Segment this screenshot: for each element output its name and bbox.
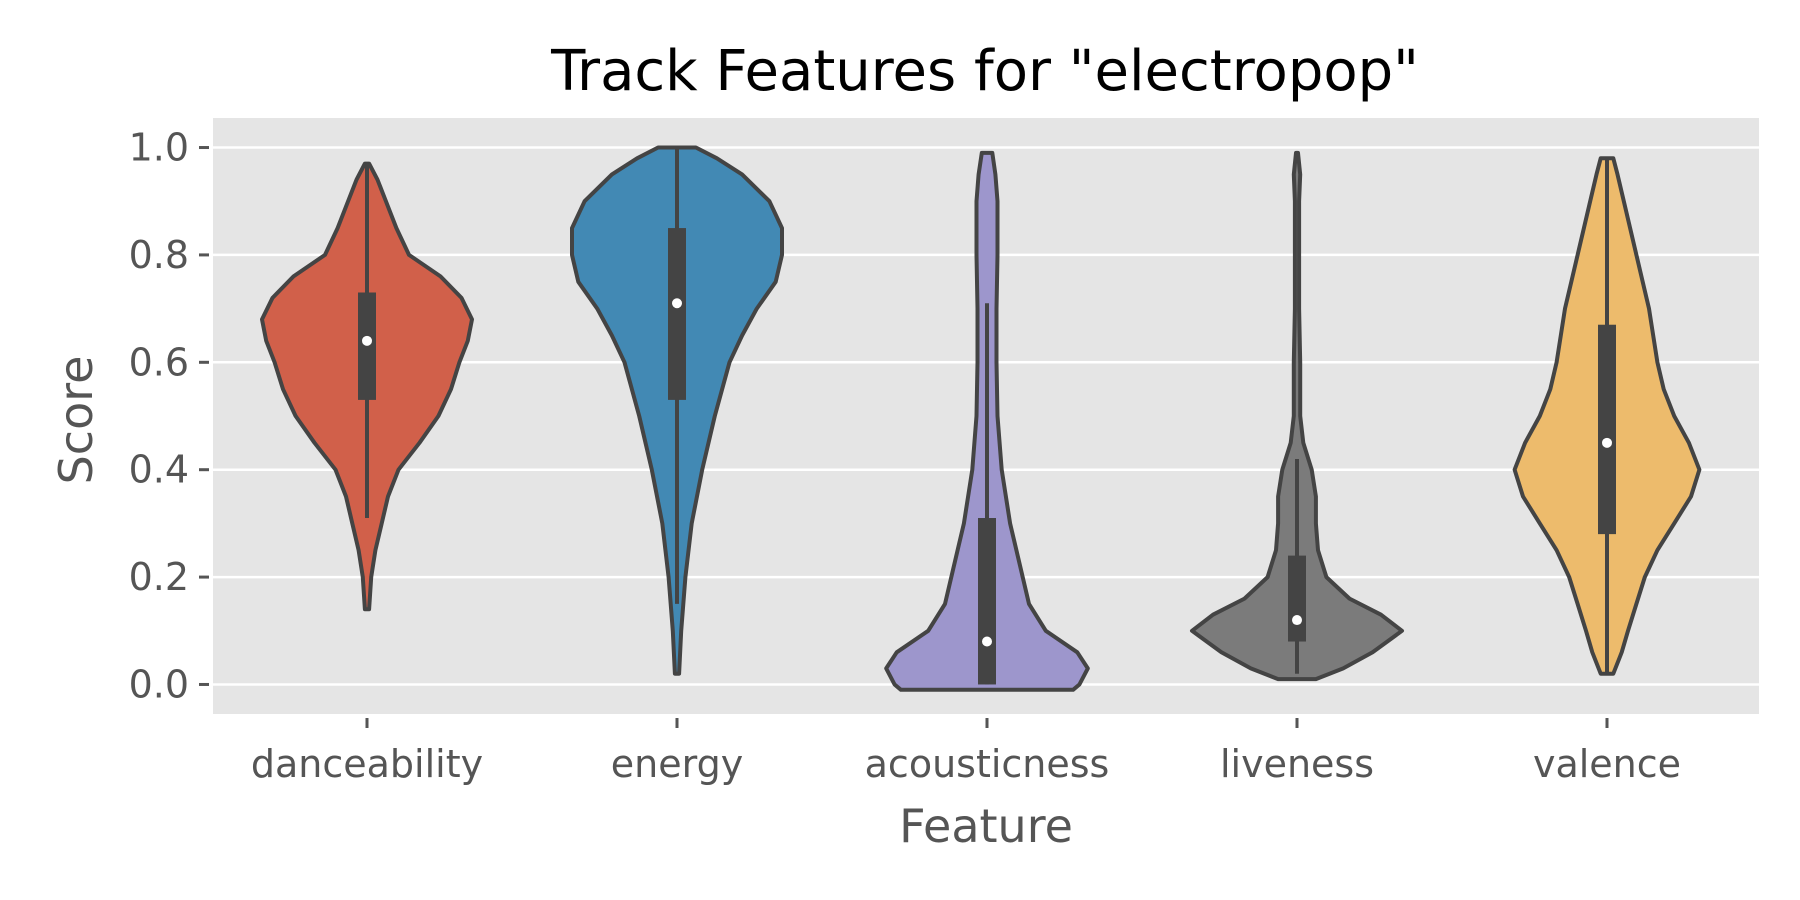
x-axis: danceability energy acousticness liveness va…	[251, 718, 1681, 786]
y-tick-label: 0.8	[129, 233, 189, 277]
violin-median-point	[982, 636, 992, 647]
violins	[260, 145, 1702, 692]
x-tick-label: danceability	[251, 742, 483, 786]
violin-valence	[1512, 156, 1702, 676]
violin-body	[1190, 150, 1404, 682]
violin-iqr-box	[978, 518, 996, 685]
violin-median-point	[1292, 615, 1302, 626]
violin-iqr-box	[1288, 555, 1306, 642]
violin-median-point	[362, 335, 372, 346]
x-tick-label: energy	[611, 742, 743, 786]
x-tick-label: liveness	[1220, 742, 1374, 786]
violin-acousticness	[884, 150, 1090, 692]
violin-median-point	[672, 298, 682, 309]
y-tick-label: 0.2	[129, 555, 189, 599]
y-tick-label: 0.6	[129, 340, 189, 384]
x-axis-label: Feature	[899, 799, 1073, 853]
violin-iqr-box	[358, 292, 376, 400]
violin-median-point	[1602, 437, 1612, 448]
y-axis: 0.0 0.2 0.4 0.6 0.8 1.0	[129, 126, 209, 706]
violin-liveness	[1190, 150, 1404, 682]
y-axis-label: Score	[49, 356, 103, 485]
violin-energy	[570, 145, 784, 676]
x-tick-label: acousticness	[865, 742, 1110, 786]
violin-iqr-box	[668, 228, 686, 400]
violin-iqr-box	[1598, 324, 1616, 535]
x-tick-label: valence	[1533, 742, 1681, 786]
y-tick-label: 0.0	[129, 662, 189, 706]
violin-danceability	[260, 161, 474, 612]
y-tick-label: 1.0	[129, 126, 189, 170]
chart-title: Track Features for "electropop"	[550, 39, 1419, 104]
y-tick-label: 0.4	[129, 448, 189, 492]
